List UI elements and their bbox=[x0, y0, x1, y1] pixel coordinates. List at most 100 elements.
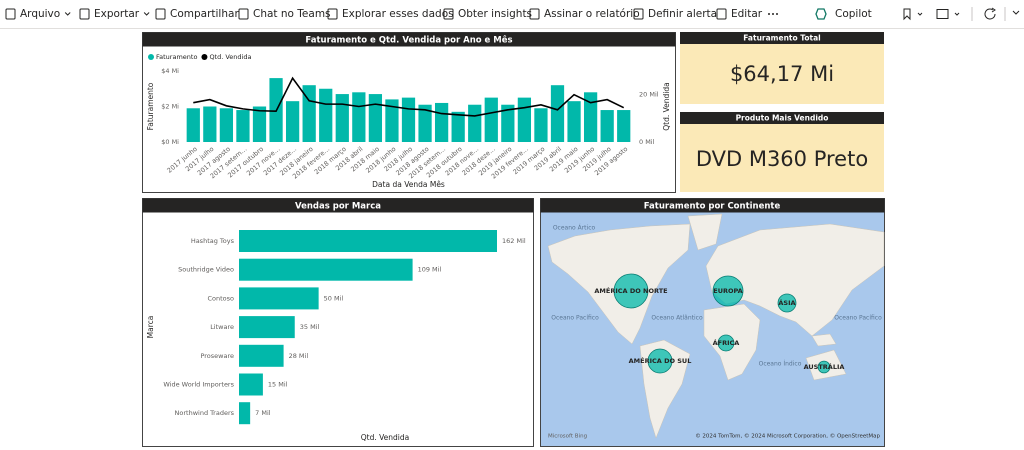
bar bbox=[335, 94, 349, 142]
continent-label: AMÉRICA DO SUL bbox=[629, 356, 692, 365]
y-tick-label: Contoso bbox=[207, 294, 234, 302]
card-value: DVD M360 Preto bbox=[696, 147, 868, 171]
toolbar-button[interactable]: Editar bbox=[731, 8, 763, 20]
bubble bbox=[817, 360, 831, 374]
bar bbox=[501, 104, 515, 142]
toolbar-icon bbox=[443, 8, 454, 20]
y-tick-label: $4 Mi bbox=[161, 67, 179, 75]
bar bbox=[583, 92, 598, 142]
ocean-label: Oceano Pacífico bbox=[834, 315, 882, 322]
legend-label: Qtd. Vendida bbox=[209, 53, 251, 61]
card-title-bar bbox=[680, 32, 884, 44]
data-label: 109 Mil bbox=[418, 266, 442, 274]
bar bbox=[385, 99, 399, 142]
toolbar-button[interactable]: Compartilhar bbox=[170, 8, 239, 20]
continent-label: ÁSIA bbox=[778, 298, 795, 307]
card-title: Produto Mais Vendido bbox=[736, 114, 829, 123]
bar-chart: Hashtag Toys 162 Mil Southridge Video 109 M… bbox=[146, 230, 526, 442]
bar bbox=[468, 104, 482, 142]
y-tick-label: Litware bbox=[210, 323, 234, 331]
bar bbox=[484, 97, 498, 142]
bar bbox=[434, 102, 449, 142]
line bbox=[193, 76, 625, 117]
toolbar-icon bbox=[327, 8, 338, 20]
card-value: $64,17 Mi bbox=[730, 62, 834, 86]
toolbar-icon bbox=[716, 8, 727, 20]
toolbar-button[interactable]: Obter insights bbox=[458, 8, 532, 20]
bar bbox=[302, 85, 316, 142]
y-tick-label: Wide World Importers bbox=[163, 381, 234, 389]
bar-title-bar bbox=[142, 198, 534, 213]
y-tick-label: Proseware bbox=[200, 352, 234, 360]
bar bbox=[239, 316, 295, 339]
data-label: 28 Mil bbox=[289, 352, 309, 360]
toolbar-button[interactable]: Explorar esses dados bbox=[342, 8, 454, 20]
y2-tick-label: 20 Mil bbox=[639, 91, 659, 99]
legend-marker bbox=[201, 54, 208, 60]
toolbar-button[interactable]: Definir alerta bbox=[648, 8, 717, 20]
data-label: 15 Mil bbox=[268, 381, 288, 389]
toolbar-icon bbox=[79, 8, 90, 20]
toolbar-button[interactable]: Exportar bbox=[94, 8, 140, 20]
data-label: 50 Mil bbox=[324, 294, 344, 302]
bubble bbox=[717, 334, 735, 352]
toolbar-button[interactable]: Assinar o relatório bbox=[544, 8, 640, 20]
toolbar-icon bbox=[633, 8, 644, 20]
combo-title: Faturamento e Qtd. Vendida por Ano e Mês bbox=[305, 35, 512, 46]
x-axis-title: Data da Venda Mês bbox=[372, 180, 445, 189]
bar bbox=[239, 402, 251, 425]
ocean-label: Oceano Índico bbox=[759, 361, 802, 368]
y-tick-label: $2 Mi bbox=[161, 103, 179, 111]
combo-title-bar bbox=[142, 32, 676, 47]
legend-marker bbox=[148, 54, 154, 60]
bubble bbox=[712, 275, 744, 307]
card-title-bar bbox=[680, 112, 884, 124]
ocean-label: Oceano Pacífico bbox=[551, 315, 599, 322]
bar bbox=[517, 97, 532, 142]
bubble bbox=[777, 293, 797, 313]
bar bbox=[239, 344, 284, 367]
ocean-label: Oceano Atlântico bbox=[651, 315, 703, 322]
data-label: 35 Mil bbox=[300, 323, 320, 331]
continent-label: EUROPA bbox=[713, 287, 742, 295]
bar bbox=[239, 230, 497, 252]
bar bbox=[319, 88, 333, 142]
map-bubbles: AMÉRICA DO NORTE EUROPA ÁSIA AMÉRICA DO SUL… bbox=[594, 273, 845, 374]
map-logo: Microsoft Bing bbox=[548, 434, 587, 440]
bar bbox=[236, 110, 250, 142]
bar bbox=[352, 92, 366, 142]
bubble bbox=[613, 273, 649, 309]
data-label: 7 Mil bbox=[255, 409, 271, 417]
y-tick-label: Hashtag Toys bbox=[191, 237, 235, 245]
toolbar-button[interactable]: Chat no Teams bbox=[253, 8, 331, 20]
y-tick-label: Northwind Traders bbox=[175, 409, 235, 417]
bar bbox=[567, 101, 581, 142]
y-tick-label: $0 Mi bbox=[161, 138, 179, 146]
bar bbox=[239, 287, 319, 310]
toolbar-icon bbox=[529, 8, 540, 20]
chevron bbox=[64, 12, 71, 16]
toolbar-button[interactable]: Arquivo bbox=[20, 8, 60, 20]
data-label: 162 Mil bbox=[502, 237, 526, 245]
y-axis-title: Marca bbox=[146, 316, 155, 339]
bar bbox=[203, 106, 217, 142]
map-title-bar bbox=[540, 198, 885, 213]
more-icon[interactable] bbox=[768, 13, 778, 15]
x-axis-title: Qtd. Vendida bbox=[361, 433, 410, 442]
bar bbox=[550, 85, 565, 142]
toolbar-items: Arquivo Exportar Compartilhar Chat no Teams… bbox=[5, 8, 763, 20]
bar bbox=[401, 97, 416, 142]
y-tick-label: Southridge Video bbox=[178, 266, 234, 274]
right-icons[interactable] bbox=[903, 7, 1020, 21]
bar bbox=[219, 108, 234, 142]
continent-label: AUSTRÁLIA bbox=[804, 362, 845, 371]
copilot-button[interactable]: Copilot bbox=[835, 8, 872, 20]
bar bbox=[451, 111, 465, 142]
map-attribution: © 2024 TomTom, © 2024 Microsoft Corporat… bbox=[695, 433, 880, 440]
card bbox=[680, 112, 884, 192]
bar bbox=[252, 106, 267, 142]
bar-title: Vendas por Marca bbox=[295, 202, 381, 212]
copilot-icon[interactable] bbox=[815, 8, 827, 20]
